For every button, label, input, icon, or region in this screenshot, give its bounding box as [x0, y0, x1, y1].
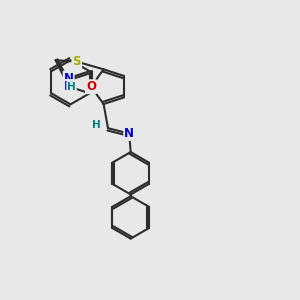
Text: S: S — [73, 55, 81, 68]
Text: H: H — [67, 82, 76, 92]
Text: N: N — [124, 127, 134, 140]
Text: O: O — [86, 80, 96, 93]
Text: H: H — [92, 120, 101, 130]
Text: N: N — [64, 72, 74, 85]
Text: N: N — [64, 80, 74, 93]
Text: S: S — [73, 55, 81, 68]
